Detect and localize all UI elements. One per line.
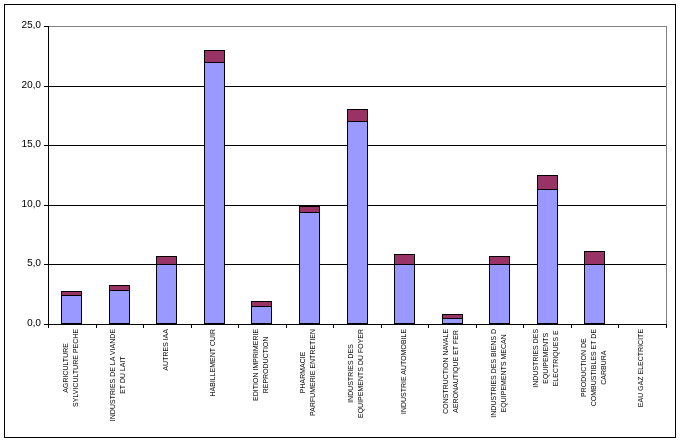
x-axis-category-label: INDUSTRIE AUTOMOBILE xyxy=(400,329,410,439)
x-axis-tick xyxy=(618,325,619,328)
x-axis-tick xyxy=(571,325,572,328)
y-axis-tick-label: 15,0 xyxy=(21,139,41,150)
bar-segment xyxy=(251,301,272,307)
chart-border xyxy=(4,4,676,438)
x-axis-tick xyxy=(381,325,382,328)
y-axis-tick xyxy=(44,145,48,146)
x-axis-tick xyxy=(476,325,477,328)
bar-segment xyxy=(299,212,320,324)
x-axis-category-label-text: CONSTRUCTION NAVALE AERONAUTIQUE ET FER xyxy=(443,329,460,414)
x-axis-tick xyxy=(428,325,429,328)
x-axis-category-label: EDITION IMPRIMERIE REPRODUCTION xyxy=(252,329,272,439)
bar-segment xyxy=(156,264,177,324)
bar-segment xyxy=(442,314,463,319)
y-axis-tick-label: 25,0 xyxy=(21,20,41,31)
x-axis-category-label-text: AUTRES IAA xyxy=(163,329,170,371)
bar-segment xyxy=(156,256,177,265)
x-axis-category-label-text: HABILLEMENT CUIR xyxy=(210,329,217,397)
x-axis-category-label: EAU GAZ ELECTRICITE xyxy=(637,329,647,439)
x-axis-category-label-text: EAU GAZ ELECTRICITE xyxy=(638,329,645,408)
bar-segment xyxy=(61,291,82,296)
y-axis-tick-label: 20,0 xyxy=(21,80,41,91)
y-axis-tick xyxy=(44,26,48,27)
x-axis-category-label: AGRICULTURE SYLVICULTURE PECHE xyxy=(62,329,82,439)
x-axis-tick xyxy=(666,325,667,328)
bar-segment xyxy=(394,263,415,324)
plot-border-right xyxy=(666,26,667,324)
bar-segment xyxy=(204,62,225,324)
x-axis-category-label: INDUSTRIES DES EQUIPEMENTS ELECTRIQUES E xyxy=(532,329,562,439)
x-axis-category-label: HABILLEMENT CUIR xyxy=(209,329,219,439)
bar-segment xyxy=(537,175,558,190)
bar-segment xyxy=(347,121,368,324)
x-axis-tick xyxy=(48,325,49,328)
x-axis-category-label: AUTRES IAA xyxy=(162,329,172,439)
x-axis-category-label-text: INDUSTRIES DES EQUIPEMENTS ELECTRIQUES E xyxy=(533,329,560,388)
x-axis-category-label-text: EDITION IMPRIMERIE REPRODUCTION xyxy=(253,329,270,401)
x-axis-category-label-text: INDUSTRIES DE LA VIANDE ET DU LAIT xyxy=(110,329,127,422)
y-axis-tick-label: 0,0 xyxy=(27,318,41,329)
x-axis-tick xyxy=(191,325,192,328)
x-axis-tick xyxy=(143,325,144,328)
bar-segment xyxy=(584,251,605,265)
y-axis-tick xyxy=(44,205,48,206)
x-axis-category-label-text: AGRICULTURE SYLVICULTURE PECHE xyxy=(63,329,80,407)
bar-segment xyxy=(489,264,510,324)
x-axis-category-label-text: PRODUCTION DE COMBUSTIBLES ET DE CARBURA xyxy=(581,329,608,407)
bar-segment xyxy=(537,189,558,324)
x-axis-tick xyxy=(523,325,524,328)
plot-border-top xyxy=(48,26,666,27)
bar-segment xyxy=(394,254,415,265)
y-axis-tick xyxy=(44,264,48,265)
x-axis-category-label: INDUSTRIES DES EQUIPEMENTS DU FOYER xyxy=(347,329,367,439)
gridline xyxy=(48,86,666,87)
x-axis-category-label: PRODUCTION DE COMBUSTIBLES ET DE CARBURA xyxy=(580,329,610,439)
bar-segment xyxy=(251,306,272,324)
x-axis-category-label: INDUSTRIES DES BIENS D EQUIPEMENTS MECAN xyxy=(490,329,510,439)
bar-segment xyxy=(584,264,605,324)
y-axis-tick-label: 10,0 xyxy=(21,199,41,210)
y-axis-tick xyxy=(44,324,48,325)
bar-segment xyxy=(347,109,368,122)
x-axis-tick xyxy=(333,325,334,328)
x-axis-category-label-text: INDUSTRIES DES BIENS D EQUIPEMENTS MECAN xyxy=(491,329,508,418)
bar-segment xyxy=(299,206,320,213)
bar-segment xyxy=(489,256,510,265)
x-axis-category-label: PHARMACIE PARFUMERIE ENTRETIEN xyxy=(299,329,319,439)
x-axis-line xyxy=(48,324,667,325)
x-axis-category-label-text: PHARMACIE PARFUMERIE ENTRETIEN xyxy=(300,329,317,416)
bar-segment xyxy=(61,294,82,324)
bar-segment xyxy=(109,285,130,291)
y-axis-line xyxy=(48,26,49,325)
x-axis-category-label-text: INDUSTRIES DES EQUIPEMENTS DU FOYER xyxy=(348,329,365,419)
x-axis-tick xyxy=(286,325,287,328)
x-axis-category-label-text: INDUSTRIE AUTOMOBILE xyxy=(401,329,408,415)
x-axis-category-label: CONSTRUCTION NAVALE AERONAUTIQUE ET FER xyxy=(442,329,462,439)
y-axis-tick xyxy=(44,86,48,87)
x-axis-category-label: INDUSTRIES DE LA VIANDE ET DU LAIT xyxy=(109,329,129,439)
bar-segment xyxy=(109,289,130,324)
bar-segment xyxy=(204,50,225,63)
x-axis-tick xyxy=(238,325,239,328)
x-axis-tick xyxy=(96,325,97,328)
y-axis-tick-label: 5,0 xyxy=(27,258,41,269)
